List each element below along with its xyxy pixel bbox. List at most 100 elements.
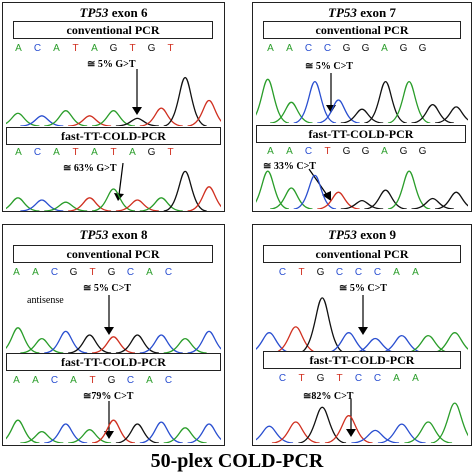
chromatogram-peak bbox=[364, 189, 407, 209]
base-letter: C bbox=[164, 375, 173, 386]
chromatogram-peak bbox=[68, 429, 112, 443]
base-letter: C bbox=[50, 375, 59, 386]
base-letter: A bbox=[393, 267, 400, 278]
chromatogram-peak bbox=[139, 421, 183, 443]
chromatogram-peak bbox=[20, 337, 64, 353]
base-letter: A bbox=[381, 43, 388, 54]
exon-label: exon 8 bbox=[108, 227, 148, 242]
conventional-pcr-box: conventional PCR bbox=[13, 21, 213, 39]
base-letter: A bbox=[32, 375, 39, 386]
base-letter: A bbox=[286, 146, 293, 157]
bottom-chromatogram bbox=[6, 170, 221, 211]
base-letter: T bbox=[72, 147, 79, 158]
panel-title: TP53 exon 6 bbox=[3, 5, 224, 21]
fast-tt-cold-pcr-box: fast-TT-COLD-PCR bbox=[6, 353, 221, 371]
base-letter: G bbox=[147, 147, 156, 158]
chromatogram-peak bbox=[20, 115, 64, 126]
chromatogram-peak bbox=[317, 99, 360, 123]
base-letter: C bbox=[323, 43, 332, 54]
chromatogram-peak bbox=[271, 421, 320, 443]
top-chromatogram bbox=[6, 327, 221, 353]
chromatogram-peak bbox=[163, 337, 207, 353]
chromatogram-peak bbox=[187, 423, 221, 443]
top-chromatogram bbox=[256, 78, 468, 123]
exon-label: exon 6 bbox=[108, 5, 148, 20]
bottom-mutation-label: ≅ 33% C>T bbox=[263, 161, 316, 172]
gene-name: TP53 bbox=[79, 227, 109, 242]
conventional-pcr-box: conventional PCR bbox=[13, 245, 213, 263]
base-letter: T bbox=[89, 267, 96, 278]
base-letter: A bbox=[146, 267, 153, 278]
base-letter: C bbox=[126, 375, 135, 386]
chromatogram-peak bbox=[44, 423, 88, 443]
panel-title: TP53 exon 9 bbox=[253, 227, 471, 243]
chromatogram-peak bbox=[411, 197, 454, 209]
chromatogram-peak bbox=[387, 170, 431, 209]
base-letter: A bbox=[32, 267, 39, 278]
top-mutation-label: ≅ 5% C>T bbox=[83, 283, 131, 294]
exon-label: exon 7 bbox=[356, 5, 396, 20]
chromatogram-peak bbox=[430, 332, 468, 353]
chromatogram-peak bbox=[293, 80, 337, 123]
chromatogram-peak bbox=[340, 199, 384, 209]
chromatogram-peak bbox=[256, 332, 294, 353]
base-letter: A bbox=[53, 43, 60, 54]
base-letter: C bbox=[354, 267, 363, 278]
chromatogram-peak bbox=[340, 108, 384, 123]
chromatogram-peak bbox=[6, 197, 40, 211]
base-letter: G bbox=[361, 43, 370, 54]
chromatogram-peak bbox=[256, 425, 294, 443]
chromatogram-peak bbox=[270, 101, 313, 123]
chromatogram-peak bbox=[324, 415, 373, 443]
base-letter: G bbox=[399, 43, 408, 54]
base-letter: G bbox=[342, 146, 351, 157]
base-letter: A bbox=[412, 373, 419, 384]
chromatogram-peak bbox=[298, 406, 347, 443]
top-chromatogram bbox=[6, 76, 221, 126]
base-letter: G bbox=[147, 43, 156, 54]
base-letter: C bbox=[33, 147, 42, 158]
chromatogram-peak bbox=[44, 330, 88, 353]
bottom-arrow bbox=[104, 401, 114, 439]
base-letter: G bbox=[109, 43, 118, 54]
chromatogram-peak bbox=[139, 197, 183, 211]
chromatogram-peak bbox=[163, 170, 207, 211]
chromatogram-peak bbox=[68, 115, 112, 126]
chromatogram-peak bbox=[434, 191, 468, 209]
base-letter: G bbox=[69, 267, 78, 278]
top-chromatogram bbox=[256, 297, 468, 353]
panel-title: TP53 exon 8 bbox=[3, 227, 224, 243]
fast-tt-cold-pcr-box: fast-TT-COLD-PCR bbox=[6, 127, 221, 145]
chromatogram-peak bbox=[91, 419, 136, 443]
chromatogram-peak bbox=[387, 80, 431, 123]
chromatogram-peak bbox=[139, 107, 183, 126]
chromatogram-peak bbox=[324, 332, 373, 353]
base-letter: T bbox=[129, 43, 136, 54]
base-letter: A bbox=[70, 375, 77, 386]
base-letter: T bbox=[298, 267, 305, 278]
base-letter: T bbox=[298, 373, 305, 384]
base-letter: A bbox=[393, 373, 400, 384]
base-letter: A bbox=[267, 146, 274, 157]
antisense-label: antisense bbox=[27, 295, 64, 306]
chromatogram-peak bbox=[187, 99, 221, 126]
bottom-mutation-label: ≅79% C>T bbox=[83, 391, 134, 402]
gene-name: TP53 bbox=[79, 5, 109, 20]
chromatogram-peak bbox=[377, 423, 426, 443]
panel-title: TP53 exon 7 bbox=[253, 5, 471, 21]
top-mutation-label: ≅ 5% C>T bbox=[305, 61, 353, 72]
chromatogram-peak bbox=[6, 112, 40, 126]
base-letter: A bbox=[91, 147, 98, 158]
base-letter: G bbox=[107, 267, 116, 278]
